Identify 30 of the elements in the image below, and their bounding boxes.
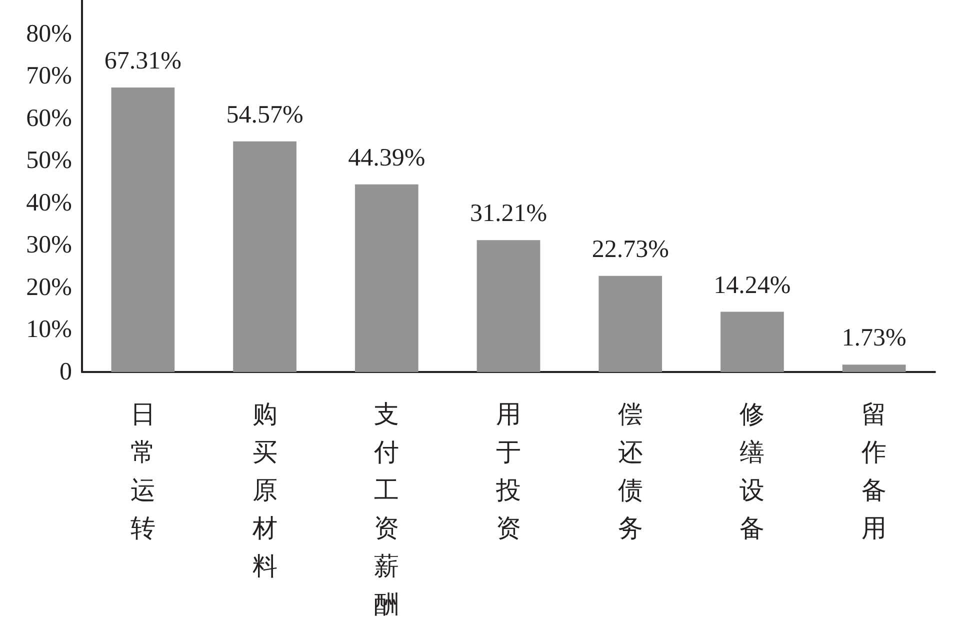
data-label: 22.73% xyxy=(592,236,669,263)
bar xyxy=(720,312,784,372)
x-tick-label: 修缮设备 xyxy=(740,402,765,542)
bar xyxy=(354,184,418,372)
y-tick-label: 0 xyxy=(60,358,72,386)
bar xyxy=(111,87,175,372)
x-tick-label: 购买原材料 xyxy=(251,402,278,580)
data-label: 67.31% xyxy=(104,47,182,74)
x-tick-label: 偿还债务 xyxy=(618,402,643,542)
y-tick-label: 40% xyxy=(26,189,72,216)
data-label: 14.24% xyxy=(714,272,791,299)
y-tick-label: 20% xyxy=(26,274,72,301)
x-tick-label: 留作备用 xyxy=(860,402,887,542)
data-label: 31.21% xyxy=(470,200,548,228)
bar xyxy=(233,141,296,372)
data-label: 1.73% xyxy=(842,324,906,352)
data-label: 54.57% xyxy=(226,101,304,128)
y-tick-label: 30% xyxy=(26,232,72,259)
y-tick-label: 50% xyxy=(26,147,72,174)
bar xyxy=(476,240,540,372)
x-tick-label: 用于投资 xyxy=(495,402,521,542)
x-tick-label: 日常运转 xyxy=(130,402,156,542)
y-tick-label: 10% xyxy=(26,316,72,344)
y-tick-label: 60% xyxy=(26,104,72,132)
data-label: 44.39% xyxy=(348,144,426,172)
bar xyxy=(598,276,662,372)
x-tick-label: 支付工资薪酬 xyxy=(373,402,400,618)
y-tick-label: 70% xyxy=(26,62,72,90)
y-tick-label: 80% xyxy=(26,20,72,48)
bar xyxy=(842,364,906,372)
